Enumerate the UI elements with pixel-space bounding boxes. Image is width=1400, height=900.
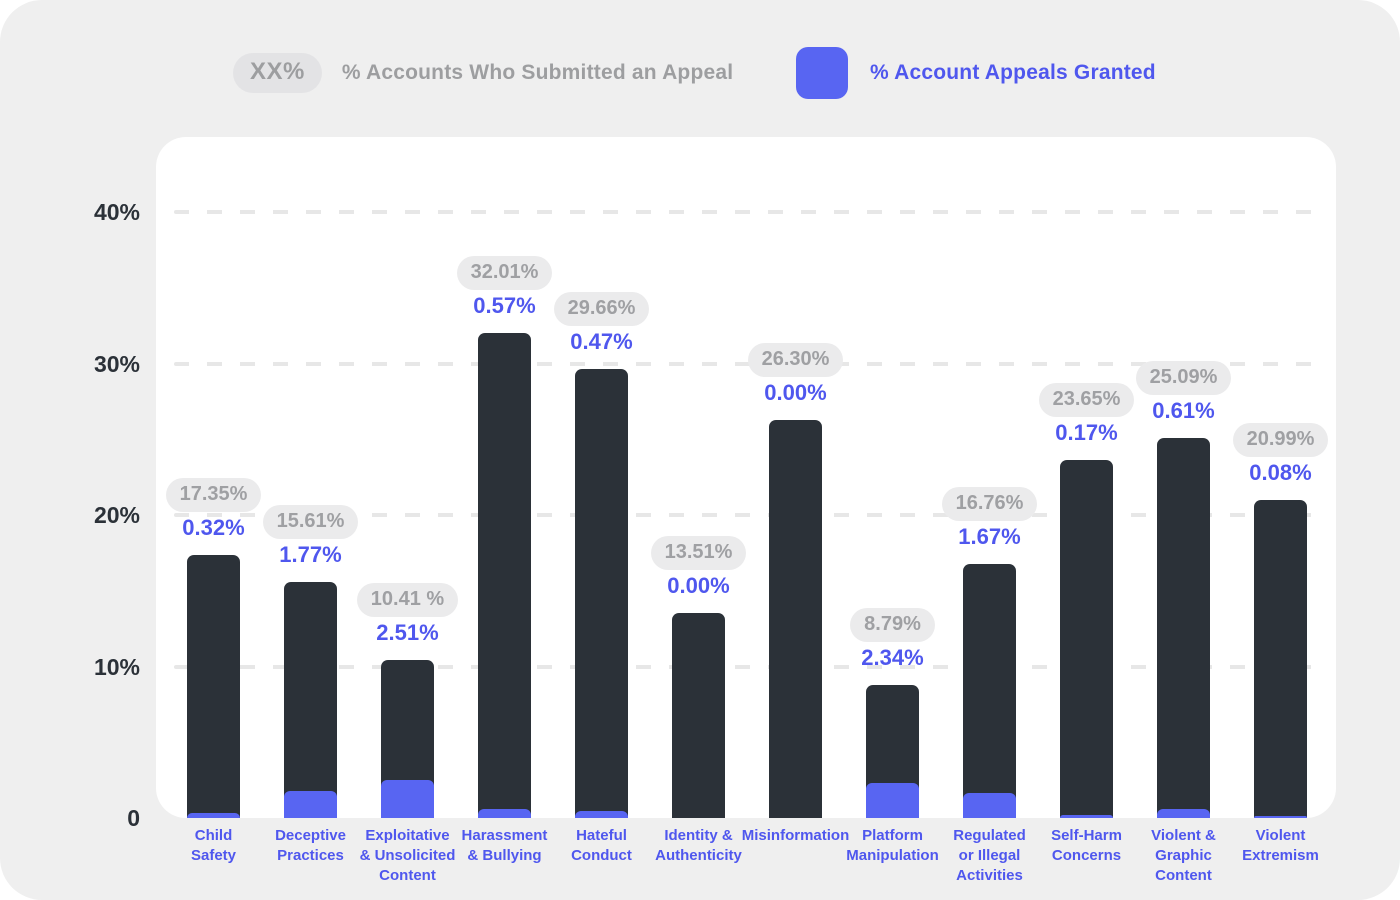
granted-value-label: 1.67% [958,524,1021,549]
submitted-pill-sample: XX% [233,53,322,93]
bar-group: 10.41 % 2.51% [343,583,473,818]
granted-value-label: 0.17% [1055,420,1118,445]
submitted-bar [1254,500,1307,818]
granted-value-label: 2.51% [376,620,439,645]
x-axis-label: Regulated or Illegal Activities [953,827,1026,884]
gridline-20 [174,513,1318,517]
x-axis-label: Identity & Authenticity [655,827,742,864]
bar-group: 16.76% 1.67% [925,487,1055,818]
submitted-value-pill: 15.61% [262,505,359,539]
bar-group: 20.99% 0.08% [1216,423,1346,818]
submitted-bar [672,613,725,818]
legend-granted-label: % Account Appeals Granted [870,61,1156,84]
granted-swatch-icon [796,47,848,99]
submitted-value-pill: 13.51% [650,536,747,570]
granted-value-label: 1.77% [279,542,342,567]
submitted-bar [478,333,531,818]
submitted-value-pill: 17.35% [165,478,262,512]
bar-group: 17.35% 0.32% [149,478,279,818]
bar-group: 23.65% 0.17% [1022,383,1152,818]
granted-value-label: 2.34% [861,645,924,670]
granted-bar-segment [284,791,337,818]
y-tick-label-10: 10% [93,653,140,680]
y-tick-label-20: 20% [93,502,140,528]
submitted-value-pill: 26.30% [747,343,844,377]
y-tick-label-30: 30% [93,350,140,377]
granted-bar-segment [866,783,919,818]
granted-value-label: 0.08% [1249,460,1312,485]
plot-area [156,137,1336,818]
granted-bar-segment [1157,809,1210,818]
x-axis-label: Harassment & Bullying [461,827,548,864]
submitted-value-pill: 10.41 % [356,583,459,617]
submitted-bar [769,420,822,818]
submitted-value-pill: 32.01% [456,256,553,290]
granted-bar-segment [575,811,628,818]
x-axis-label: Platform Manipulation [846,827,939,864]
legend-submitted: XX% % Accounts Who Submitted an Appeal [233,50,733,96]
bar-group: 26.30% 0.00% [731,343,861,818]
granted-value-label: 0.61% [1152,398,1215,423]
x-axis-label: Exploitative & Unsolicited Content [359,827,456,884]
submitted-value-pill: 29.66% [553,292,650,326]
granted-value-label: 0.57% [473,293,536,318]
bar-group: 15.61% 1.77% [246,505,376,818]
granted-value-label: 0.47% [570,329,633,354]
bar-group: 29.66% 0.47% [537,292,667,818]
bar-group: 25.09% 0.61% [1119,361,1249,818]
y-tick-label-40: 40% [93,199,140,225]
granted-bar-segment [963,793,1016,818]
bar-group: 8.79% 2.34% [828,608,958,818]
granted-bar-segment [1254,816,1307,818]
x-axis-label: Self-Harm Concerns [1051,827,1122,864]
submitted-value-pill: 8.79% [850,608,935,642]
submitted-bar [1157,438,1210,818]
granted-bar-segment [1060,815,1113,818]
granted-value-label: 0.00% [764,380,827,405]
granted-bar-segment [187,813,240,818]
submitted-value-pill: 25.09% [1135,361,1232,395]
submitted-bar [187,555,240,818]
submitted-bar [381,660,434,818]
gridline-10 [174,664,1318,669]
submitted-bar [866,685,919,818]
x-axis-label: Violent & Graphic Content [1151,827,1216,884]
y-tick-label-0: 0 [127,805,140,831]
submitted-bar [284,582,337,818]
x-axis-label: Violent Extremism [1242,827,1319,864]
legend-granted: % Account Appeals Granted [796,47,1156,99]
x-axis-label: Deceptive Practices [275,827,346,864]
gridline-40 [174,210,1318,214]
legend-submitted-label: % Accounts Who Submitted an Appeal [341,61,734,84]
submitted-bar [1060,460,1113,818]
granted-value-label: 0.00% [667,573,730,598]
submitted-value-pill: 23.65% [1038,383,1135,417]
bar-group: 32.01% 0.57% [440,256,570,818]
granted-bar-segment [381,780,434,818]
granted-bar-segment [478,809,531,818]
x-axis-label: Hateful Conduct [571,827,632,864]
submitted-value-pill: 20.99% [1232,423,1329,457]
x-axis-label: Child Safety [190,827,237,864]
bar-group: 13.51% 0.00% [634,536,764,818]
submitted-bar [575,369,628,818]
x-axis-label: Misinformation [741,827,850,844]
submitted-value-pill: 16.76% [941,487,1038,521]
gridline-30 [174,361,1318,366]
granted-value-label: 0.32% [182,515,245,540]
submitted-bar [963,564,1016,818]
